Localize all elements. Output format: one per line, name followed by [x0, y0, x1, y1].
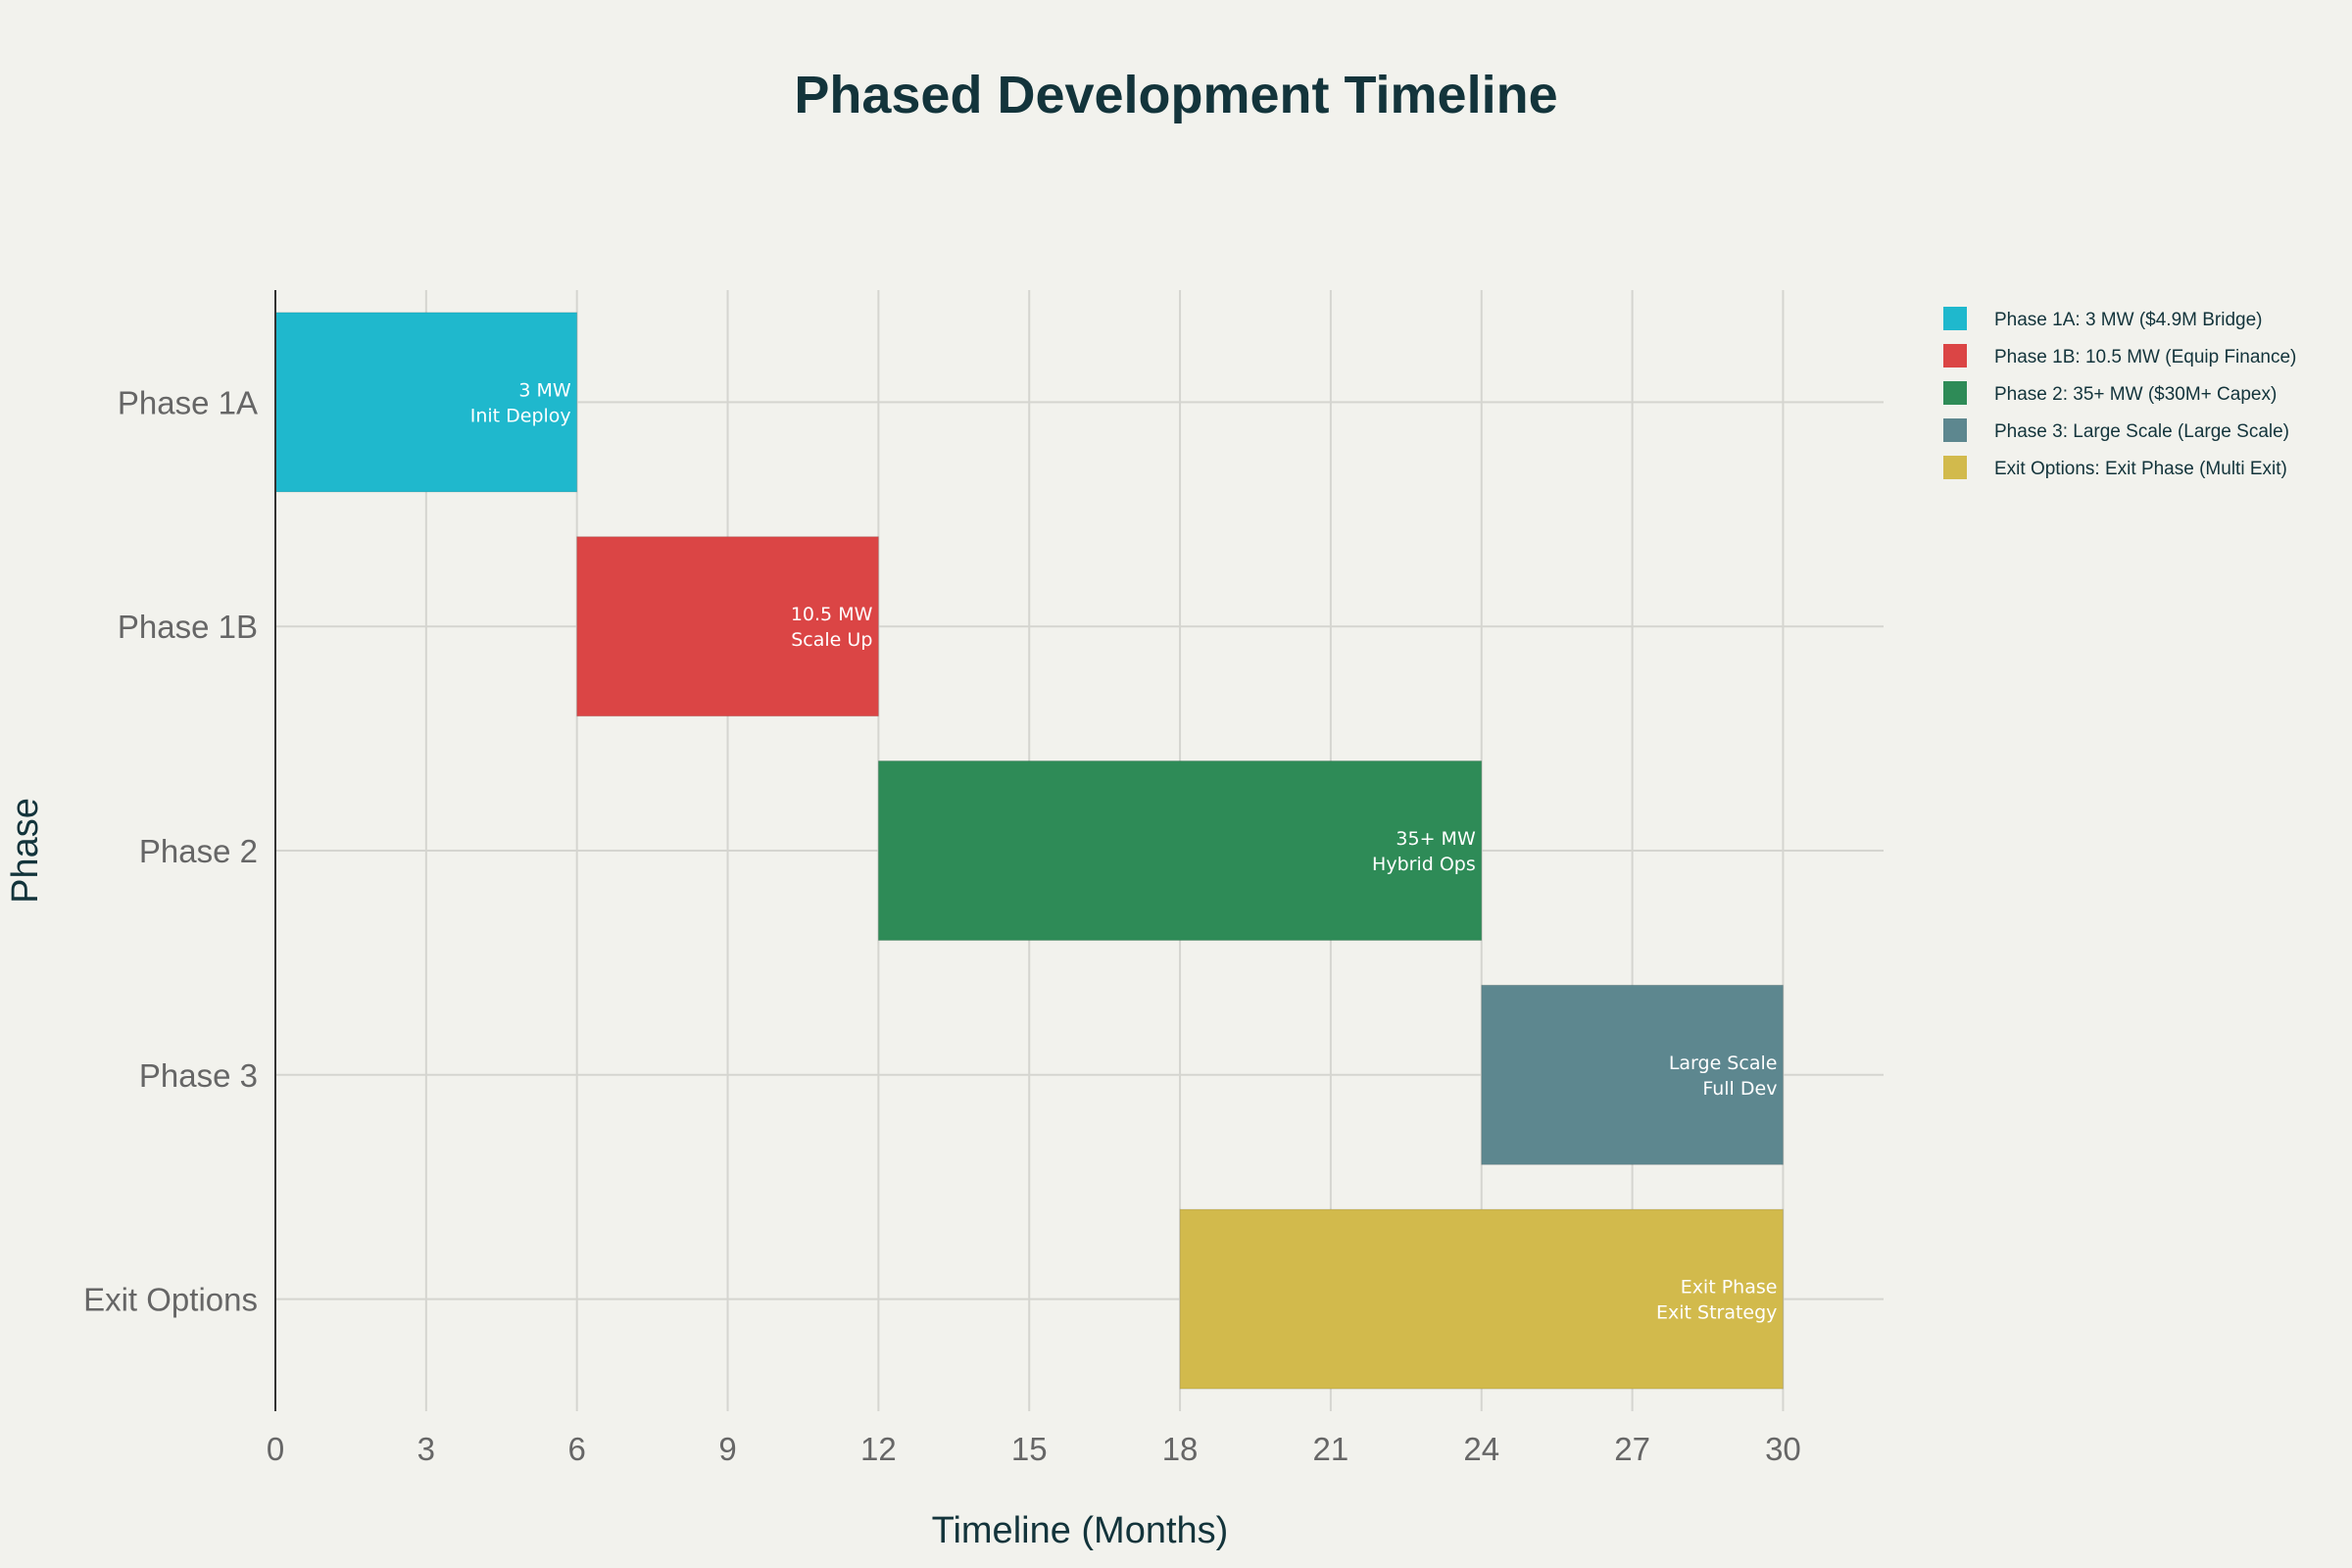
bar-data-label: 10.5 MW — [791, 604, 873, 625]
legend: Phase 1A: 3 MW ($4.9M Bridge) Phase 1B: 1… — [1943, 307, 2296, 479]
bar-data-label: Hybrid Ops — [1372, 854, 1476, 875]
x-tick-label: 6 — [568, 1431, 586, 1467]
x-tick-label: 24 — [1463, 1431, 1499, 1467]
bar-data-label: Exit Phase — [1681, 1277, 1778, 1298]
bar-phase-3 — [1481, 984, 1784, 1165]
x-tick-label: 27 — [1614, 1431, 1650, 1467]
bars — [274, 312, 1784, 1390]
bar-data-label: 3 MW — [518, 379, 571, 401]
legend-entry-label: Exit Options: Exit Phase (Multi Exit) — [1994, 459, 2287, 479]
bar-exit-options — [1179, 1208, 1784, 1390]
chart-title: Phased Development Timeline — [794, 66, 1557, 124]
bar-labels: 3 MW Init Deploy 10.5 MW Scale Up 35+ MW Hybr… — [470, 379, 1778, 1323]
legend-entry-label: Phase 2: 35+ MW ($30M+ Capex) — [1994, 384, 2277, 405]
y-tick-label: Phase 1A — [118, 384, 258, 420]
y-axis-title: Phase — [5, 798, 46, 904]
x-tick-label: 3 — [417, 1431, 435, 1467]
x-tick-label: 15 — [1011, 1431, 1048, 1467]
bar-data-label: Scale Up — [791, 629, 872, 651]
y-tick-labels: Phase 1A Phase 1B Phase 2 Phase 3 Exit Optio… — [83, 384, 258, 1317]
x-axis-title: Timeline (Months) — [932, 1510, 1229, 1551]
bar-data-label: Large Scale — [1669, 1053, 1778, 1074]
y-tick-label: Phase 2 — [139, 833, 258, 869]
x-tick-labels: 0 3 6 9 12 15 18 21 24 27 30 — [267, 1431, 1801, 1467]
bar-data-label: 35+ MW — [1396, 828, 1476, 850]
y-tick-label: Exit Options — [83, 1282, 258, 1318]
x-tick-label: 21 — [1313, 1431, 1349, 1467]
bar-phase-1b — [576, 536, 879, 717]
bar-phase-2 — [877, 760, 1483, 942]
bar-phase-1a — [274, 312, 578, 493]
legend-swatch — [1943, 307, 1967, 330]
legend-swatch — [1943, 381, 1967, 405]
x-tick-label: 30 — [1765, 1431, 1801, 1467]
legend-swatch — [1943, 344, 1967, 368]
legend-swatch — [1943, 418, 1967, 442]
y-tick-label: Phase 3 — [139, 1057, 258, 1094]
x-tick-label: 18 — [1162, 1431, 1199, 1467]
legend-entry-label: Phase 1A: 3 MW ($4.9M Bridge) — [1994, 310, 2263, 330]
x-tick-label: 0 — [267, 1431, 284, 1467]
y-tick-label: Phase 1B — [118, 609, 258, 645]
bar-data-label: Init Deploy — [470, 405, 571, 426]
bar-data-label: Full Dev — [1702, 1078, 1777, 1100]
legend-entry-label: Phase 3: Large Scale (Large Scale) — [1994, 421, 2289, 442]
bar-data-label: Exit Strategy — [1656, 1302, 1777, 1324]
legend-swatch — [1943, 456, 1967, 479]
x-tick-label: 12 — [860, 1431, 897, 1467]
legend-entry-label: Phase 1B: 10.5 MW (Equip Finance) — [1994, 347, 2296, 368]
x-tick-label: 9 — [718, 1431, 736, 1467]
